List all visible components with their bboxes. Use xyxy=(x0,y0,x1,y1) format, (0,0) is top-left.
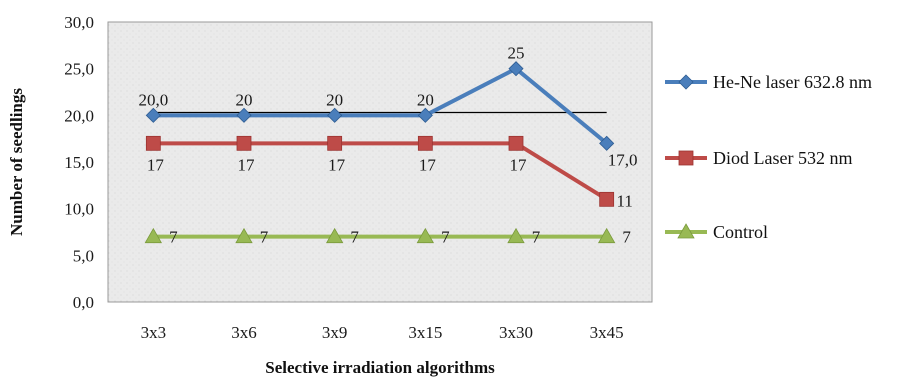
y-axis: 0,0 5,0 10,0 15,0 20,0 25,0 30,0 xyxy=(64,13,94,312)
data-point xyxy=(145,107,161,123)
legend-label: Control xyxy=(713,222,768,242)
x-tick-label: 3x9 xyxy=(322,323,348,342)
data-point xyxy=(145,135,161,151)
plot-area xyxy=(107,21,653,303)
y-tick-label: 20,0 xyxy=(64,106,94,125)
data-label: 17 xyxy=(147,155,165,174)
data-point xyxy=(144,227,163,244)
series-group xyxy=(144,61,616,244)
series-line xyxy=(153,141,608,202)
x-tick-label: 3x30 xyxy=(499,323,533,342)
data-point xyxy=(327,107,343,123)
data-label: 7 xyxy=(622,228,631,247)
data-point xyxy=(325,227,344,244)
x-tick-label: 3x6 xyxy=(231,323,257,342)
legend-label: He-Ne laser 632.8 nm xyxy=(713,72,872,92)
data-point xyxy=(416,227,435,244)
data-label: 20 xyxy=(417,90,434,109)
data-label: 11 xyxy=(616,191,632,210)
data-point xyxy=(417,107,433,123)
data-point xyxy=(327,135,343,151)
x-tick-label: 3x3 xyxy=(141,323,167,342)
data-point xyxy=(508,135,524,151)
legend: He-Ne laser 632.8 nm Diod Laser 532 nm Con… xyxy=(665,72,872,242)
data-point xyxy=(599,135,615,151)
data-point xyxy=(236,135,252,151)
legend-marker xyxy=(677,223,695,239)
data-label: 7 xyxy=(532,228,541,247)
data-point xyxy=(235,227,253,244)
data-label: 25 xyxy=(508,44,525,63)
data-label: 17 xyxy=(238,155,256,174)
data-point xyxy=(597,227,616,244)
y-tick-label: 25,0 xyxy=(64,60,94,79)
y-tick-label: 0,0 xyxy=(73,293,94,312)
data-point xyxy=(599,191,615,207)
data-point xyxy=(508,61,524,77)
data-point xyxy=(507,227,525,244)
data-label: 7 xyxy=(260,228,269,247)
data-labels-group: 20,0 20 20 20 25 17,0 17 17 17 17 17 11 7 7 7 7 7 7 xyxy=(138,44,637,247)
legend-label: Diod Laser 532 nm xyxy=(713,148,852,168)
x-axis: 3x3 3x6 3x9 3x15 3x30 3x45 xyxy=(141,323,624,342)
y-tick-label: 15,0 xyxy=(64,153,94,172)
x-axis-title: Selective irradiation algorithms xyxy=(265,358,495,377)
data-label: 17 xyxy=(328,155,346,174)
data-label: 20,0 xyxy=(138,90,168,109)
data-point xyxy=(236,107,252,123)
series-line xyxy=(153,66,608,145)
data-label: 17 xyxy=(419,155,437,174)
x-tick-label: 3x15 xyxy=(408,323,442,342)
data-label: 7 xyxy=(169,228,178,247)
legend-marker xyxy=(678,150,694,166)
data-label: 20 xyxy=(236,90,253,109)
legend-marker xyxy=(678,74,694,90)
y-axis-title: Number of seedlings xyxy=(7,88,26,236)
y-tick-label: 30,0 xyxy=(64,13,94,32)
y-tick-label: 5,0 xyxy=(73,246,94,265)
data-label: 17 xyxy=(510,155,528,174)
data-point xyxy=(417,135,433,151)
data-label: 17,0 xyxy=(608,150,638,169)
data-label: 7 xyxy=(441,228,450,247)
data-label: 7 xyxy=(350,228,359,247)
y-tick-label: 10,0 xyxy=(64,200,94,219)
data-label: 20 xyxy=(326,90,343,109)
x-tick-label: 3x45 xyxy=(590,323,624,342)
